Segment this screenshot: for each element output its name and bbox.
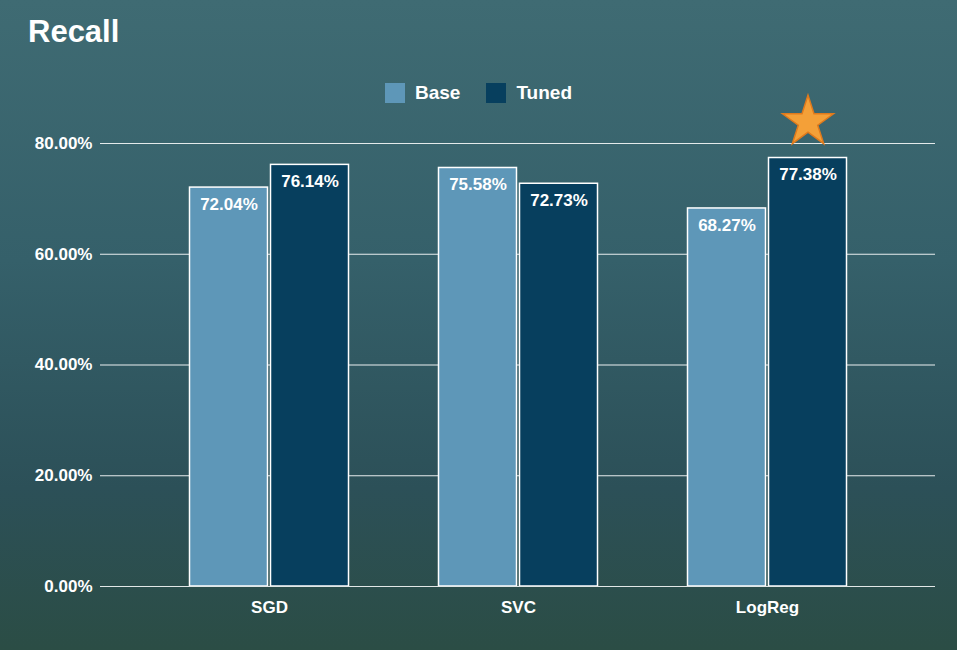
svg-text:60.00%: 60.00%	[35, 245, 93, 264]
html-text:Recall: Recall	[28, 14, 120, 49]
html-text:Tuned: Tuned	[516, 82, 572, 103]
svg-text:80.00%: 80.00%	[35, 134, 93, 153]
svg-text:72.73%: 72.73%	[530, 191, 588, 210]
svg-text:SVC: SVC	[501, 598, 536, 617]
svg-text:20.00%: 20.00%	[35, 466, 93, 485]
svg-text:LogReg: LogReg	[736, 598, 799, 617]
svg-text:72.04%: 72.04%	[200, 195, 258, 214]
svg-text:76.14%: 76.14%	[281, 172, 339, 191]
html-text:Base: Base	[415, 82, 461, 103]
svg-text:68.27%: 68.27%	[698, 216, 756, 235]
svg-text:SGD: SGD	[251, 598, 288, 617]
svg-text:77.38%: 77.38%	[779, 165, 837, 184]
svg-text:0.00%: 0.00%	[44, 577, 92, 596]
svg-text:75.58%: 75.58%	[449, 175, 507, 194]
svg-text:40.00%: 40.00%	[35, 355, 93, 374]
